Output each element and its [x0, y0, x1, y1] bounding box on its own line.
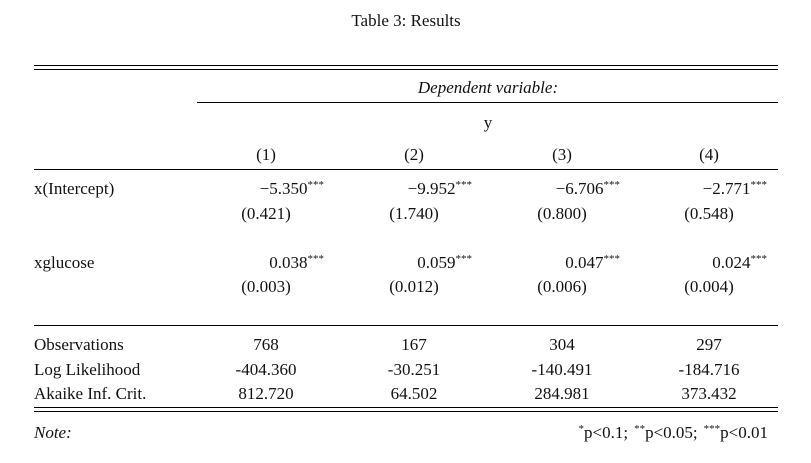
significance-stars: *** [750, 179, 768, 191]
standard-error: (0.012) [389, 277, 439, 296]
stat-value: 167 [401, 335, 427, 354]
note-text: *p<0.1; **p<0.05; ***p<0.01 [579, 423, 768, 443]
stat-value: -184.716 [678, 360, 740, 379]
rule [34, 325, 778, 326]
stat-value: 812.720 [238, 384, 294, 403]
significance-stars: *** [307, 179, 325, 191]
significance-stars: *** [703, 423, 721, 435]
variable-name: y [483, 113, 493, 132]
standard-error: (1.740) [389, 204, 439, 223]
standard-error: (0.006) [537, 277, 587, 296]
note-item: *p<0.1; [579, 423, 629, 442]
significance-stars: *** [307, 253, 325, 265]
note-label: Note: [34, 423, 72, 442]
coef-value: 0.059 [417, 253, 456, 272]
coefficient: 0.047*** [565, 253, 620, 273]
note-item: **p<0.05; [634, 423, 698, 442]
significance-stars: ** [634, 423, 646, 435]
note-item: ***p<0.01 [704, 423, 768, 442]
standard-error: (0.421) [241, 204, 291, 223]
rule [197, 102, 778, 103]
significance-stars: *** [455, 179, 473, 191]
stat-value: 304 [549, 335, 575, 354]
rule [34, 69, 778, 70]
title: Table 3: Results [351, 11, 461, 30]
stat-label: Akaike Inf. Crit. [34, 384, 147, 403]
standard-error: (0.800) [537, 204, 587, 223]
coefficient: 0.024*** [712, 253, 767, 273]
coefficient: −2.771*** [703, 179, 767, 199]
significance-stars: *** [455, 253, 473, 265]
stat-value: 284.981 [534, 384, 590, 403]
stat-value: 768 [253, 335, 279, 354]
standard-error: (0.003) [241, 277, 291, 296]
stat-value: -404.360 [235, 360, 297, 379]
stat-value: 64.502 [390, 384, 438, 403]
stat-value: 297 [696, 335, 722, 354]
significance-stars: *** [603, 253, 621, 265]
rule [34, 169, 778, 170]
standard-error: (0.548) [684, 204, 734, 223]
coef-value: 0.038 [269, 253, 308, 272]
coef-value: −5.350 [259, 179, 308, 198]
column-header: (1) [256, 145, 276, 164]
standard-error: (0.004) [684, 277, 734, 296]
rule [34, 407, 778, 408]
stat-label: Log Likelihood [34, 360, 141, 379]
rule [34, 411, 778, 412]
significance-stars: *** [603, 179, 621, 191]
note-threshold: p<0.01 [720, 423, 768, 442]
significance-stars: * [578, 423, 585, 435]
coefficient: 0.038*** [269, 253, 324, 273]
note-threshold: p<0.05; [645, 423, 698, 442]
note-threshold: p<0.1; [584, 423, 629, 442]
coef-value: −9.952 [407, 179, 456, 198]
coefficient: 0.059*** [417, 253, 472, 273]
stat-value: -140.491 [531, 360, 593, 379]
coefficient: −6.706*** [556, 179, 620, 199]
coefficient: −9.952*** [408, 179, 472, 199]
column-header: (2) [404, 145, 424, 164]
column-header: (4) [699, 145, 719, 164]
stat-value: 373.432 [681, 384, 737, 403]
row-label: x(Intercept) [34, 179, 115, 198]
significance-stars: *** [750, 253, 768, 265]
stat-label: Observations [34, 335, 124, 354]
coef-value: −6.706 [555, 179, 604, 198]
coef-value: 0.024 [712, 253, 751, 272]
rule [34, 65, 778, 66]
row-label: xglucose [34, 253, 95, 272]
column-header: (3) [552, 145, 572, 164]
coefficient: −5.350*** [260, 179, 324, 199]
stat-value: -30.251 [387, 360, 441, 379]
coef-value: 0.047 [565, 253, 604, 272]
dependent-label: Dependent variable: [417, 78, 559, 97]
coef-value: −2.771 [702, 179, 751, 198]
